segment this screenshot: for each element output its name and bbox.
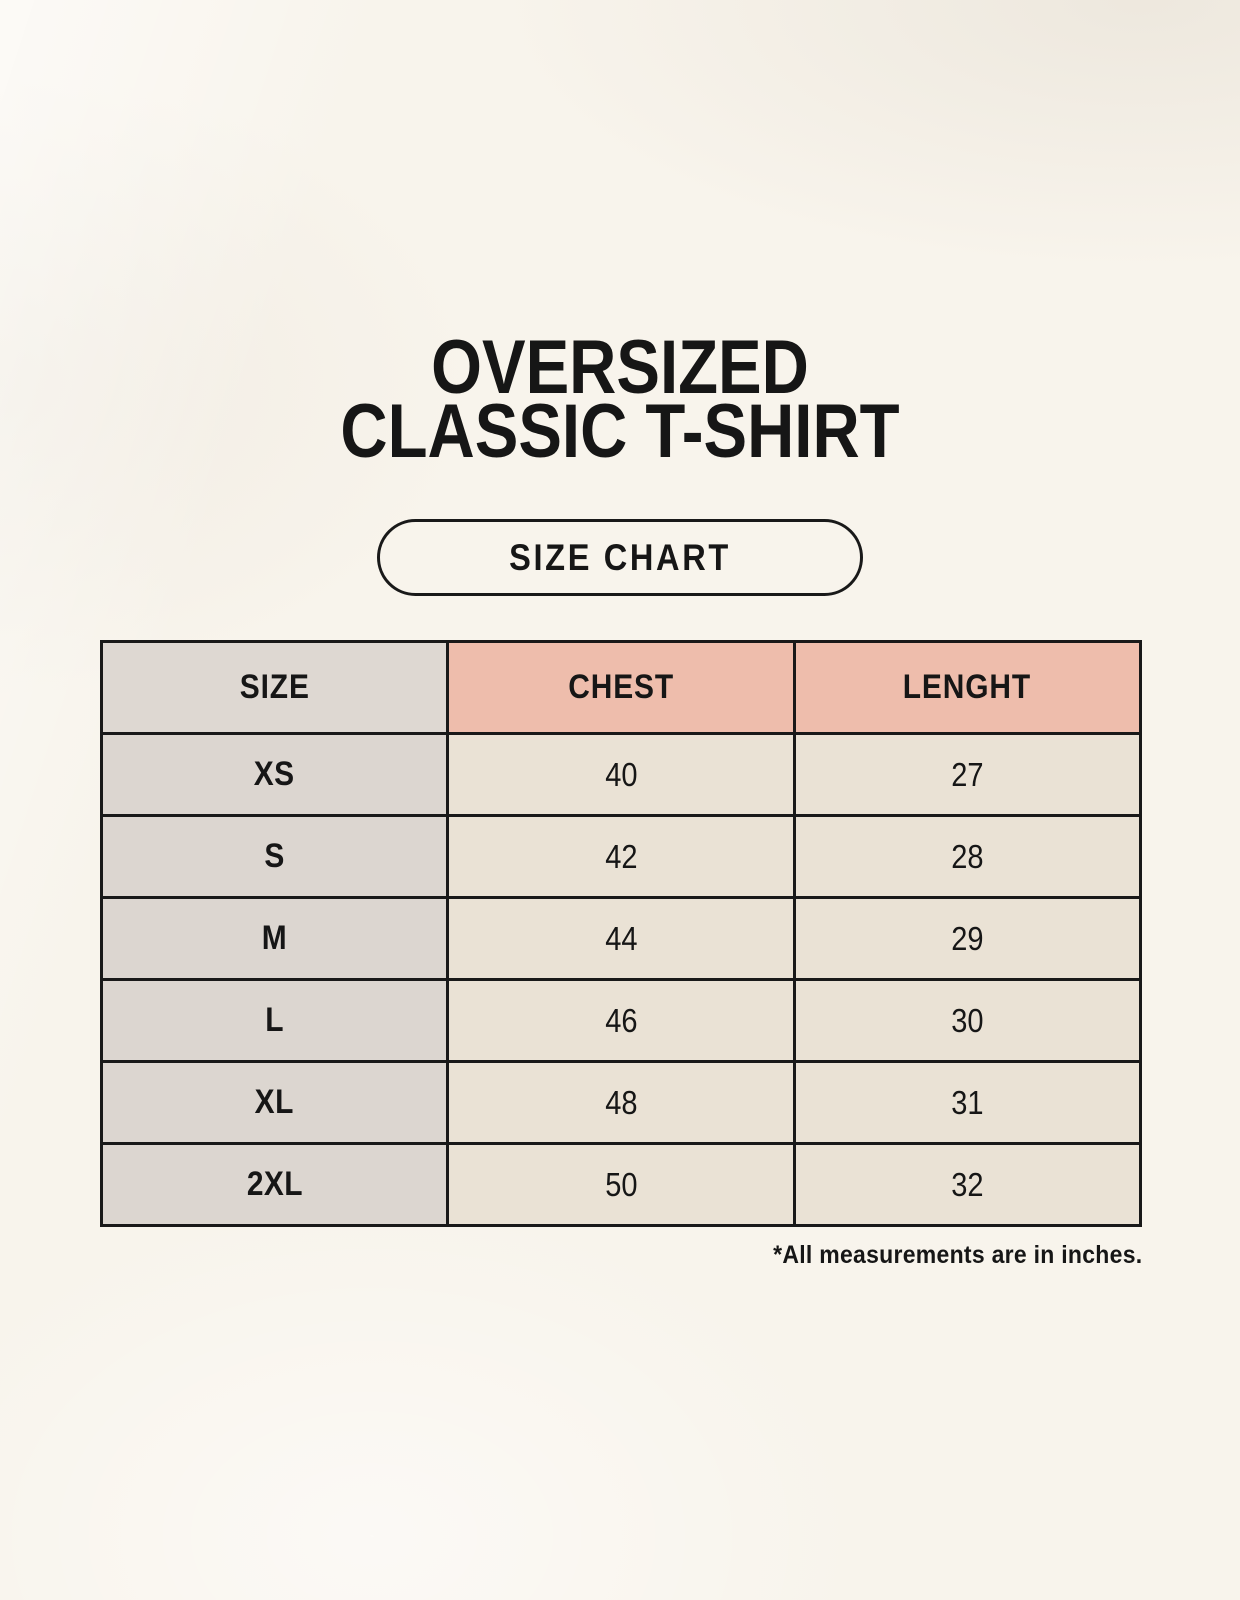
length-value: 32 [951, 1165, 984, 1203]
length-value: 29 [951, 919, 984, 957]
column-header-size: SIZE [99, 640, 450, 735]
size-chart-badge: SIZE CHART [377, 519, 863, 596]
size-label-cell: XL [99, 1060, 450, 1145]
column-header-size-label: SIZE [239, 668, 310, 706]
chest-value-cell: 50 [446, 1142, 796, 1227]
length-value-cell: 32 [792, 1142, 1143, 1227]
table-header-row: SIZE CHEST LENGHT [99, 640, 1143, 735]
page-title-line-1: OVERSIZED [431, 325, 809, 410]
chest-value: 50 [604, 1165, 638, 1203]
size-chart-badge-label: SIZE CHART [509, 536, 731, 578]
length-value: 28 [951, 837, 984, 875]
length-value-cell: 29 [792, 896, 1143, 981]
chest-value: 44 [604, 919, 638, 957]
column-header-lenght-label: LENGHT [903, 668, 1032, 706]
size-table: SIZE CHEST LENGHT XS 40 27 S 42 28 M 44 … [99, 640, 1143, 1227]
table-row-2xl: 2XL 50 32 [99, 1142, 1143, 1227]
size-label-cell: S [99, 814, 450, 899]
length-value-cell: 31 [792, 1060, 1143, 1145]
measurements-note-text: *All measurements are in inches. [772, 1241, 1142, 1269]
chest-value: 46 [604, 1001, 638, 1039]
chest-value-cell: 42 [446, 814, 796, 899]
chest-value: 40 [604, 755, 638, 793]
length-value: 31 [951, 1083, 984, 1121]
chest-value: 48 [604, 1083, 638, 1121]
measurements-note: *All measurements are in inches. [741, 1241, 1142, 1270]
table-row-xs: XS 40 27 [99, 732, 1143, 817]
size-label-cell: M [99, 896, 450, 981]
chest-value-cell: 46 [446, 978, 796, 1063]
length-value: 27 [951, 755, 984, 793]
length-value-cell: 30 [792, 978, 1143, 1063]
table-row-s: S 42 28 [99, 814, 1143, 899]
size-label-cell: 2XL [99, 1142, 450, 1227]
page-title-line-2: CLASSIC T-SHIRT [340, 389, 900, 474]
page-title: OVERSIZED CLASSIC T-SHIRT [0, 325, 1240, 474]
length-value-cell: 27 [792, 732, 1143, 817]
column-header-chest-label: CHEST [568, 668, 674, 706]
column-header-chest: CHEST [446, 640, 796, 735]
column-header-lenght: LENGHT [792, 640, 1143, 735]
chest-value-cell: 48 [446, 1060, 796, 1145]
size-label: S [264, 837, 285, 875]
table-row-xl: XL 48 31 [99, 1060, 1143, 1145]
size-label: XS [254, 755, 296, 793]
size-label-cell: XS [99, 732, 450, 817]
size-label: 2XL [246, 1165, 303, 1203]
chest-value: 42 [604, 837, 638, 875]
table-row-m: M 44 29 [99, 896, 1143, 981]
chest-value-cell: 44 [446, 896, 796, 981]
length-value: 30 [951, 1001, 984, 1039]
table-row-l: L 46 30 [99, 978, 1143, 1063]
size-label: L [265, 1001, 285, 1039]
length-value-cell: 28 [792, 814, 1143, 899]
size-label: XL [255, 1083, 295, 1121]
size-label-cell: L [99, 978, 450, 1063]
size-label: M [261, 919, 288, 957]
chest-value-cell: 40 [446, 732, 796, 817]
